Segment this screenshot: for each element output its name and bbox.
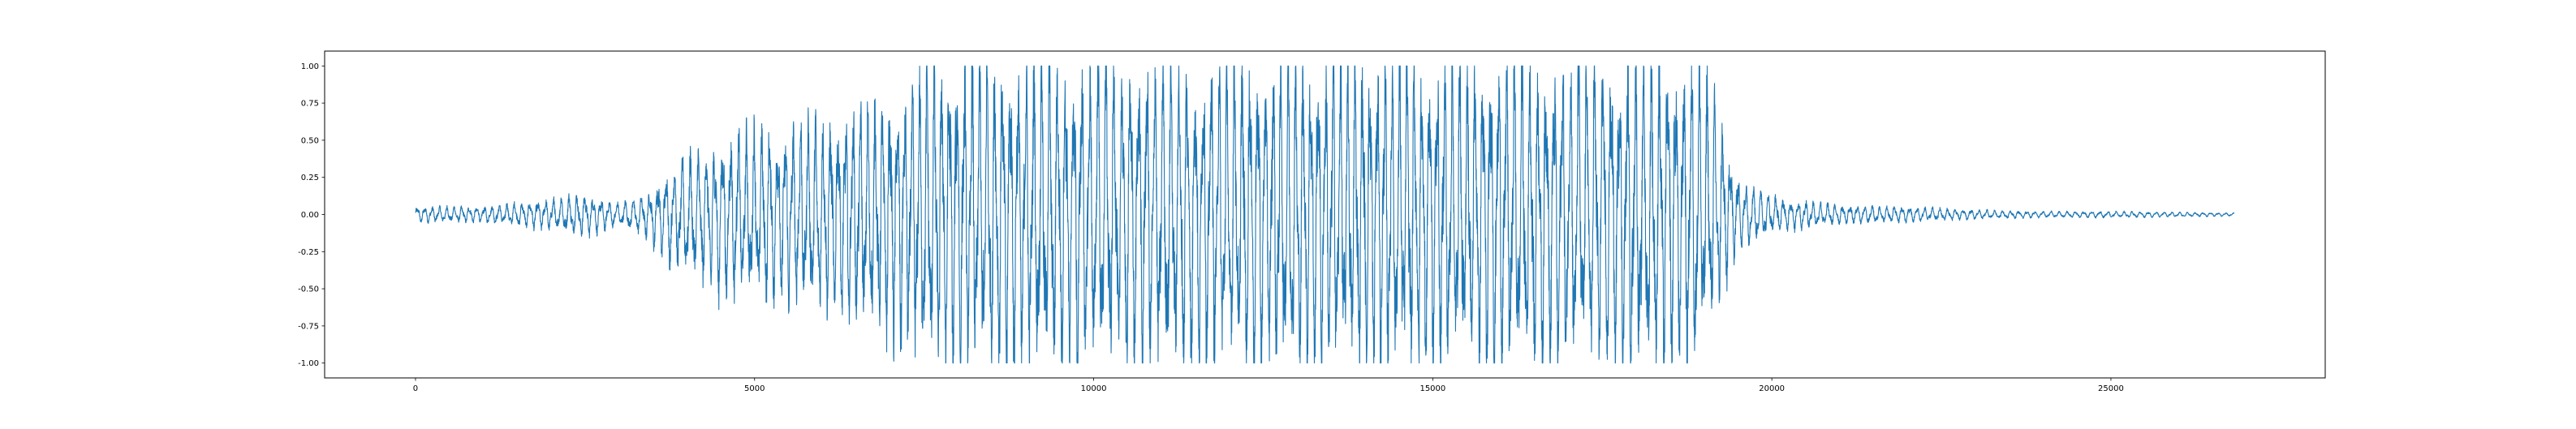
waveform-series-line: [415, 65, 2235, 364]
x-tick-label: 20000: [1759, 384, 1785, 393]
y-tick-label: 0.50: [301, 136, 319, 145]
x-tick-label: 5000: [744, 384, 765, 393]
y-tick-label: 0.25: [301, 174, 319, 182]
y-tick-label: 1.00: [301, 62, 319, 71]
x-axis: 0 5000 10000 15000 20000 25000: [413, 378, 2124, 393]
y-axis: -1.00 -0.75 -0.50 -0.25 0.00 0.25 0.50 0.75 1.00: [298, 62, 325, 368]
x-tick-label: 10000: [1081, 384, 1107, 393]
x-tick-label: 0: [413, 384, 418, 393]
x-tick-label: 25000: [2098, 384, 2124, 393]
y-tick-label: 0.75: [301, 100, 319, 109]
y-tick-label: -0.50: [298, 285, 319, 294]
y-tick-label: 0.00: [301, 211, 319, 220]
x-tick-label: 15000: [1419, 384, 1445, 393]
series-layer: [415, 65, 2235, 364]
y-tick-label: -0.75: [298, 322, 319, 331]
y-tick-label: -1.00: [298, 359, 319, 368]
y-tick-label: -0.25: [298, 248, 319, 257]
